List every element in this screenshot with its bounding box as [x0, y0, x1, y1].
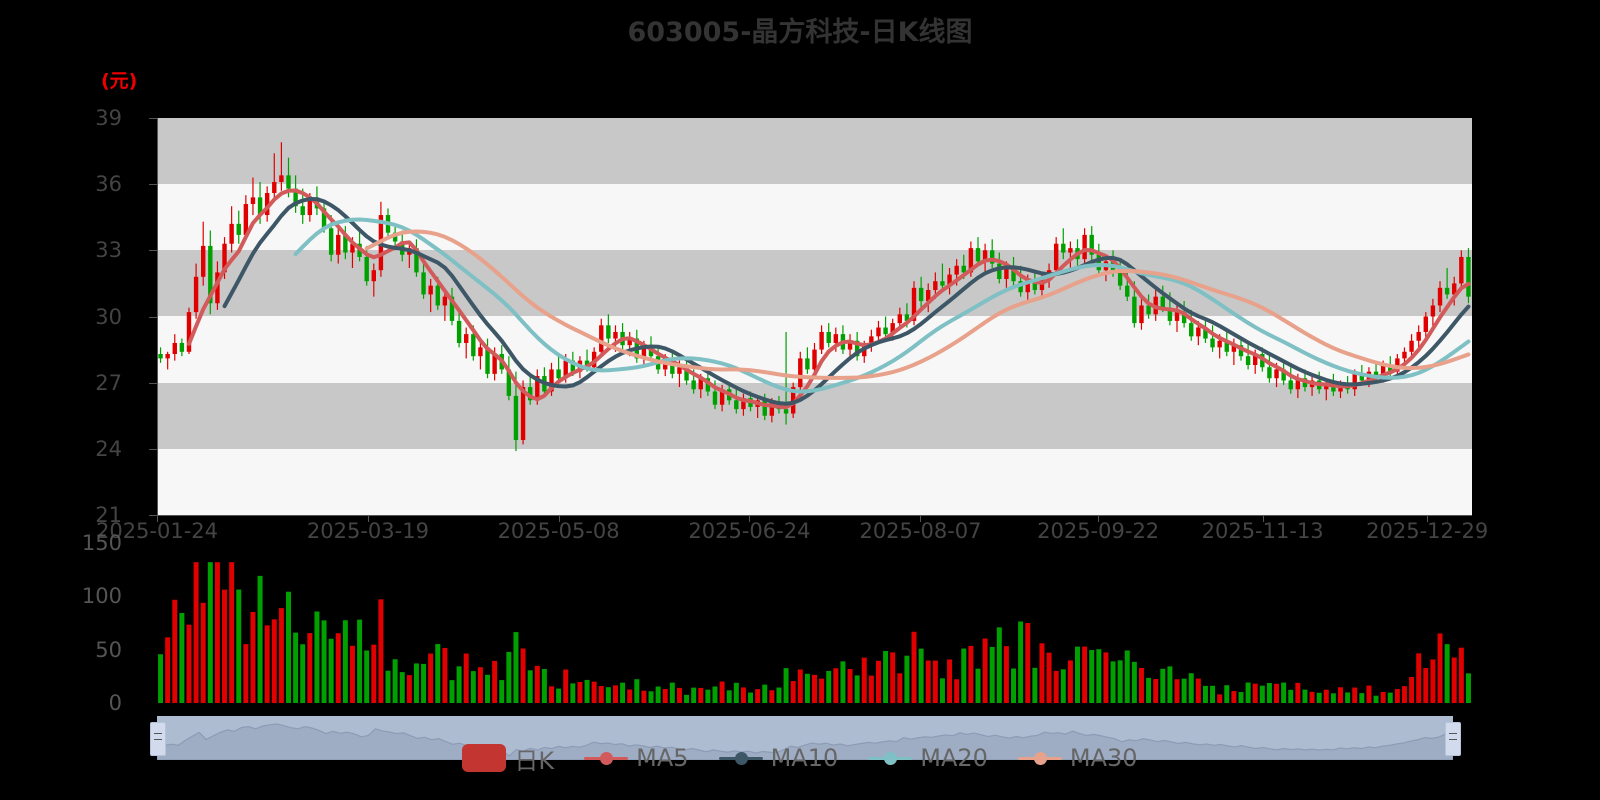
price-y-tick	[149, 250, 157, 252]
price-y-tick-label: 39	[95, 106, 122, 130]
ma5-line	[186, 188, 1471, 410]
chart-legend[interactable]: 日K MA5 MA10 MA20 MA30	[0, 738, 1600, 778]
legend-line-swatch	[584, 744, 629, 772]
legend-label: MA30	[1069, 744, 1138, 772]
x-tick	[1262, 515, 1264, 522]
legend-label: MA20	[920, 744, 988, 772]
price-series-svg	[158, 142, 1471, 452]
x-tick-label: 2025-01-24	[95, 519, 219, 543]
legend-line-swatch	[1017, 744, 1062, 772]
x-tick-label: 2025-05-08	[497, 519, 620, 543]
volume-plot-area[interactable]	[157, 543, 1472, 703]
legend-label: MA5	[636, 744, 689, 772]
price-y-tick	[149, 118, 157, 119]
price-y-tick-label: 21	[95, 503, 122, 527]
price-y-tick	[149, 382, 157, 384]
volume-bar-series	[158, 562, 1471, 703]
price-plot-area[interactable]	[157, 118, 1472, 515]
x-tick-label: 2025-09-22	[1037, 519, 1160, 543]
price-y-tick-label: 24	[95, 436, 122, 461]
x-tick	[749, 515, 751, 522]
grid-band	[157, 118, 1472, 184]
volume-y-tick-label: 100	[81, 584, 122, 609]
legend-candle-swatch	[462, 744, 507, 772]
price-y-tick	[149, 448, 157, 450]
price-y-tick-label: 33	[95, 238, 122, 263]
legend-line-swatch	[718, 744, 763, 772]
x-tick	[1427, 515, 1429, 522]
volume-series-svg	[158, 562, 1471, 703]
price-y-tick-label: 30	[95, 304, 122, 329]
volume-y-tick-label: 150	[81, 531, 122, 555]
x-tick-label: 2025-11-13	[1201, 519, 1324, 543]
x-tick-label: 2025-12-29	[1366, 519, 1489, 543]
x-tick-label: 2025-03-19	[306, 519, 429, 543]
volume-y-tick-label: 50	[95, 637, 122, 662]
legend-item-ma10[interactable]: MA10	[718, 744, 839, 772]
x-tick	[558, 515, 560, 522]
legend-label: 日K	[514, 746, 555, 775]
x-tick-label: 2025-06-24	[688, 519, 811, 543]
legend-line-swatch	[868, 744, 913, 772]
price-y-tick	[149, 515, 157, 516]
price-y-tick-label: 36	[95, 172, 122, 197]
ma10-line	[222, 196, 1471, 406]
ma30-line	[364, 229, 1471, 380]
price-y-tick	[149, 316, 157, 318]
candlestick-series	[158, 142, 1471, 452]
page-title: 603005-晶方科技-日K线图	[627, 17, 973, 48]
price-y-tick	[149, 184, 157, 186]
ma20-line	[293, 217, 1471, 394]
x-tick	[920, 515, 922, 522]
legend-label: MA10	[770, 744, 839, 772]
x-tick-label: 2025-08-07	[859, 519, 982, 543]
legend-item-日k[interactable]: 日K	[462, 741, 554, 776]
legend-item-ma30[interactable]: MA30	[1017, 744, 1138, 772]
price-unit-label: (元)	[101, 70, 138, 92]
x-tick	[1098, 515, 1100, 522]
price-x-axis-line	[157, 515, 1472, 516]
price-y-tick-label: 27	[95, 370, 122, 395]
price-y-axis-line	[157, 118, 158, 515]
x-tick	[157, 515, 158, 522]
datazoom-handle-right[interactable]	[1445, 722, 1461, 756]
legend-item-ma20[interactable]: MA20	[868, 744, 988, 772]
legend-item-ma5[interactable]: MA5	[584, 744, 689, 772]
x-tick	[367, 515, 369, 522]
datazoom-handle-left[interactable]	[150, 722, 166, 756]
grid-band	[157, 383, 1472, 449]
volume-y-tick-label: 0	[108, 691, 122, 715]
